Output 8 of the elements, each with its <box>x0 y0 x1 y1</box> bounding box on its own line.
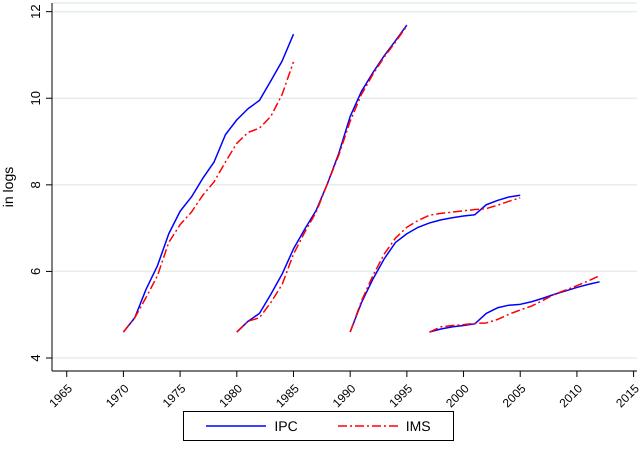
y-tick-label: 12 <box>28 4 43 19</box>
y-tick-label: 6 <box>28 268 43 276</box>
legend-label: IPC <box>274 418 298 434</box>
y-tick-label: 8 <box>28 181 43 188</box>
y-axis-title: in logs <box>0 166 16 208</box>
legend-label: IMS <box>406 418 431 434</box>
y-tick-label: 10 <box>28 91 43 106</box>
y-tick-label: 4 <box>28 354 43 362</box>
